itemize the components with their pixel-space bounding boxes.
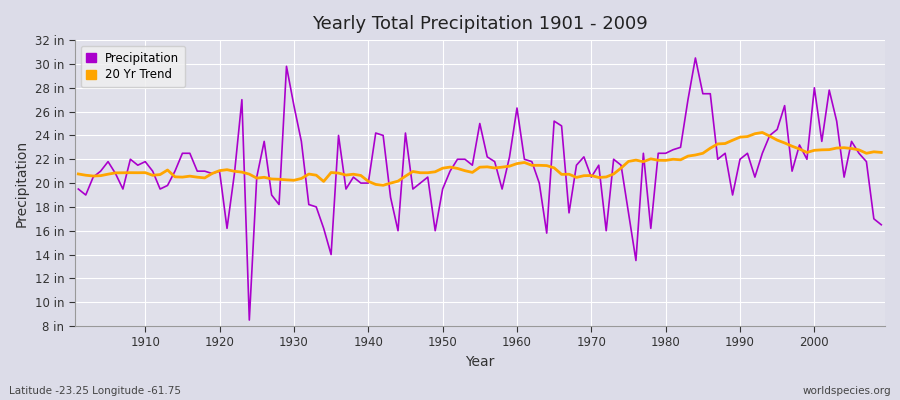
Legend: Precipitation, 20 Yr Trend: Precipitation, 20 Yr Trend	[80, 46, 185, 87]
Title: Yearly Total Precipitation 1901 - 2009: Yearly Total Precipitation 1901 - 2009	[312, 15, 648, 33]
Text: worldspecies.org: worldspecies.org	[803, 386, 891, 396]
X-axis label: Year: Year	[465, 355, 494, 369]
Text: Latitude -23.25 Longitude -61.75: Latitude -23.25 Longitude -61.75	[9, 386, 181, 396]
Y-axis label: Precipitation: Precipitation	[15, 140, 29, 227]
